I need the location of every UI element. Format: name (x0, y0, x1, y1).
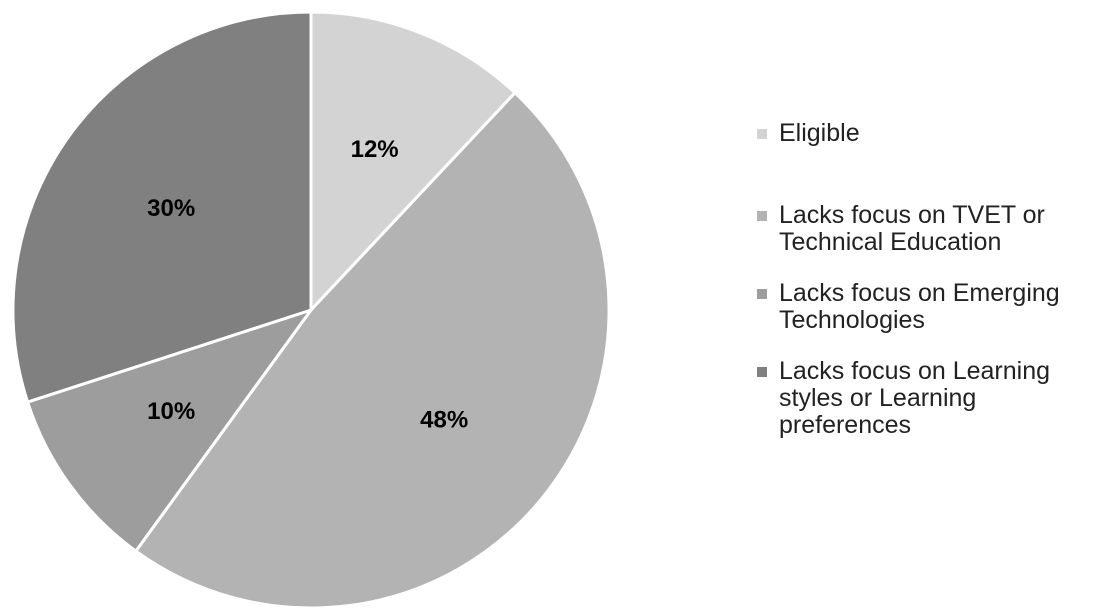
pie-slice-emerging-tech (26, 308, 313, 553)
legend-swatch-eligible (757, 129, 767, 139)
legend-item-emerging-tech: Lacks focus on Emerging Technologies (757, 280, 1102, 334)
legend-swatch-learning-styles (757, 367, 767, 377)
legend-label-emerging-tech: Lacks focus on Emerging Technologies (779, 279, 1060, 334)
pie-slices (11, 10, 611, 610)
pie-slice-label-emerging-tech: 10% (147, 398, 195, 425)
legend-swatch-emerging-tech (757, 289, 767, 299)
legend-item-learning-styles: Lacks focus on Learning styles or Learni… (757, 358, 1102, 439)
pie-slice-label-learning-styles: 30% (147, 195, 195, 222)
pie-slice-label-tvet: 48% (420, 407, 468, 434)
legend-label-tvet: Lacks focus on TVET or Technical Educati… (779, 201, 1045, 256)
legend-swatch-tvet (757, 211, 767, 221)
pie-slice-label-eligible: 12% (351, 136, 399, 163)
legend: Eligible Lacks focus on TVET or Technica… (757, 120, 1102, 439)
legend-label-learning-styles: Lacks focus on Learning styles or Learni… (779, 357, 1051, 439)
pie-slice-learning-styles (11, 10, 313, 404)
pie-slice-eligible (309, 10, 517, 312)
pie-slice-tvet (134, 91, 611, 610)
legend-label-eligible: Eligible (779, 119, 860, 147)
legend-item-tvet: Lacks focus on TVET or Technical Educati… (757, 202, 1087, 256)
legend-item-eligible: Eligible (757, 120, 1102, 147)
pie-slice-labels: 12% 48% 10% 30% (147, 136, 468, 434)
